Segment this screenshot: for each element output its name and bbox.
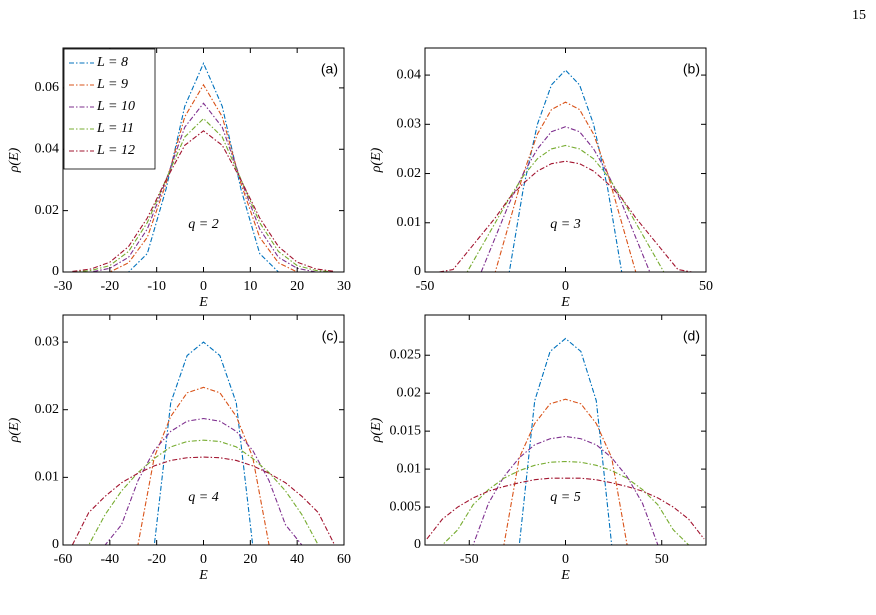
panel-label: (b) <box>683 61 700 77</box>
series-line <box>71 456 336 546</box>
legend-label: L = 11 <box>96 121 134 136</box>
series-line <box>439 144 692 273</box>
series-line <box>439 126 692 273</box>
axes-frame <box>424 47 707 273</box>
x-axis-label: E <box>198 568 208 583</box>
series-line <box>426 337 705 546</box>
y-tick-label: 0.03 <box>397 117 422 132</box>
y-tick-label: 0.06 <box>35 80 60 95</box>
y-tick-label: 0.02 <box>397 385 422 400</box>
y-tick-label: 0 <box>52 264 59 279</box>
x-tick-label: -60 <box>54 552 73 567</box>
x-tick-label: -30 <box>54 279 73 294</box>
axes-frame <box>62 314 345 546</box>
x-axis-label: E <box>560 568 570 583</box>
y-tick-label: 0.01 <box>397 461 422 476</box>
x-tick-label: 50 <box>699 279 713 294</box>
x-tick-label: 60 <box>337 552 351 567</box>
series-line <box>72 439 335 546</box>
legend-box <box>63 48 156 170</box>
x-tick-label: 0 <box>562 552 569 567</box>
x-tick-label: 0 <box>200 552 207 567</box>
y-tick-label: 0.03 <box>35 334 60 349</box>
annotation: q = 3 <box>550 217 580 232</box>
series-line <box>439 101 692 273</box>
panel-label: (a) <box>321 61 338 77</box>
x-tick-label: -20 <box>100 279 119 294</box>
series-line <box>72 83 335 273</box>
legend-label: L = 8 <box>96 55 128 70</box>
y-tick-label: 0.005 <box>390 499 422 514</box>
series-line <box>72 102 335 273</box>
y-tick-label: 0.04 <box>35 141 60 156</box>
y-axis-label: ρ(E) <box>369 417 384 443</box>
annotation: q = 5 <box>550 490 580 505</box>
panel-label: (c) <box>322 328 338 344</box>
x-tick-label: 30 <box>337 279 351 294</box>
x-axis-label: E <box>560 295 570 310</box>
x-tick-label: -50 <box>416 279 435 294</box>
series-line <box>72 386 335 546</box>
x-tick-label: -50 <box>460 552 479 567</box>
x-tick-label: 0 <box>562 279 569 294</box>
series-line <box>72 117 335 273</box>
legend-label: L = 9 <box>96 77 128 92</box>
x-tick-label: 10 <box>243 279 257 294</box>
page-number: 15 <box>852 8 866 23</box>
x-tick-label: 0 <box>200 279 207 294</box>
x-tick-label: 50 <box>655 552 669 567</box>
legend-label: L = 12 <box>96 143 135 158</box>
annotation: q = 2 <box>188 217 218 232</box>
series-line <box>72 130 335 272</box>
y-tick-label: 0 <box>414 264 421 279</box>
y-tick-label: 0.025 <box>390 347 422 362</box>
y-tick-label: 0.02 <box>35 203 60 218</box>
x-tick-label: 40 <box>290 552 304 567</box>
series-line <box>72 341 335 546</box>
series-line <box>426 477 705 540</box>
series-line <box>426 460 705 546</box>
x-tick-label: 20 <box>243 552 257 567</box>
x-tick-label: 20 <box>290 279 304 294</box>
series-line <box>72 417 335 546</box>
y-tick-label: 0.02 <box>35 402 60 417</box>
y-tick-label: 0.01 <box>397 215 422 230</box>
x-axis-label: E <box>198 295 208 310</box>
x-tick-label: -40 <box>100 552 119 567</box>
y-tick-label: 0 <box>414 537 421 552</box>
y-tick-label: 0.01 <box>35 470 60 485</box>
y-tick-label: 0.04 <box>397 67 422 82</box>
legend-label: L = 10 <box>96 99 135 114</box>
x-tick-label: -20 <box>147 552 166 567</box>
series-line <box>439 69 692 273</box>
y-tick-label: 0.015 <box>390 423 422 438</box>
panel-label: (d) <box>683 328 700 344</box>
x-tick-label: -10 <box>147 279 166 294</box>
y-tick-label: 0 <box>52 537 59 552</box>
annotation: q = 4 <box>188 490 218 505</box>
y-axis-label: ρ(E) <box>369 147 384 173</box>
y-tick-label: 0.02 <box>397 166 422 181</box>
y-axis-label: ρ(E) <box>7 147 22 173</box>
y-axis-label: ρ(E) <box>7 417 22 443</box>
series-line <box>426 398 705 546</box>
axes-frame <box>424 314 707 546</box>
